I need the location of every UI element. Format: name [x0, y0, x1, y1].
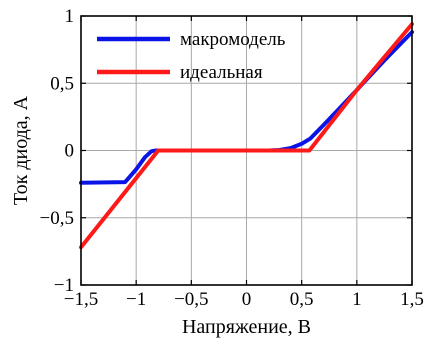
legend-label-1: идеальная — [180, 62, 263, 83]
x-tick-label: 0,5 — [290, 289, 314, 310]
series-line-1 — [79, 22, 414, 250]
legend-label-0: макромодель — [180, 29, 286, 50]
x-tick-label: −0,5 — [174, 289, 208, 310]
x-tick-labels: −1,5 −1 −0,5 0 0,5 1 1,5 — [64, 289, 424, 310]
y-tick-label: 0 — [65, 141, 75, 162]
legend: макромодель идеальная — [97, 29, 286, 83]
x-tick-label: 1,5 — [400, 289, 424, 310]
x-tick-label: 0 — [242, 289, 252, 310]
x-axis-label: Напряжение, В — [182, 316, 311, 338]
y-tick-label: −0,5 — [40, 208, 74, 229]
x-tick-label: −1 — [126, 289, 146, 310]
y-tick-label: 0,5 — [50, 73, 74, 94]
x-tick-label: 1 — [352, 289, 362, 310]
y-tick-label: 1 — [65, 6, 75, 27]
x-tick-label: −1,5 — [64, 289, 98, 310]
series-lines — [79, 22, 414, 250]
tick-marks — [80, 15, 413, 286]
y-tick-label: −1 — [54, 275, 74, 296]
y-tick-labels: −1 −0,5 0 0,5 1 — [40, 6, 74, 296]
y-axis-label: Ток диода, А — [10, 95, 32, 205]
